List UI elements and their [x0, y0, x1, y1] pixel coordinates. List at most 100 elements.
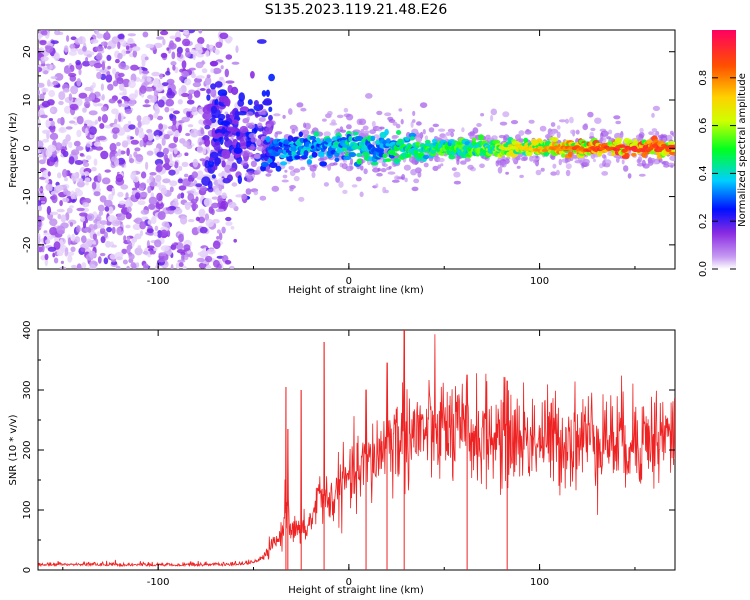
- onset-blob: [226, 126, 236, 132]
- signal-halo: [387, 171, 396, 175]
- noise-blob: [98, 224, 105, 229]
- noise-blob: [134, 247, 143, 256]
- signal-halo: [311, 171, 316, 178]
- signal-halo: [515, 155, 521, 161]
- noise-blob: [199, 226, 208, 234]
- noise-blob: [90, 51, 95, 56]
- noise-blob: [77, 48, 84, 55]
- snr-y-tick-label: 0: [22, 567, 33, 573]
- noise-blob: [39, 93, 45, 101]
- noise-blob: [85, 182, 89, 186]
- noise-blob: [103, 231, 108, 238]
- noise-blob: [126, 147, 130, 157]
- onset-blob: [226, 174, 233, 182]
- signal-halo: [535, 155, 539, 159]
- noise-blob: [79, 212, 88, 217]
- noise-blob: [38, 218, 42, 228]
- noise-blob: [139, 221, 147, 230]
- noise-blob: [93, 191, 101, 197]
- noise-blob: [132, 49, 137, 58]
- noise-blob: [213, 259, 220, 268]
- signal-halo: [570, 129, 576, 135]
- noise-blob: [38, 200, 42, 207]
- noise-blob: [108, 193, 114, 201]
- noise-blob: [206, 248, 216, 255]
- noise-blob: [96, 52, 103, 61]
- noise-blob: [139, 78, 145, 83]
- snr-frame: [37, 329, 676, 571]
- signal-core: [640, 148, 647, 153]
- noise-blob: [38, 246, 43, 252]
- noise-blob: [118, 113, 122, 122]
- colorbar: 0.0 0.2 0.4 0.6 0.8 Normalized spectral ampl…: [698, 30, 748, 277]
- noise-blob: [151, 216, 157, 224]
- onset-blob: [261, 90, 267, 97]
- signal-blob: [313, 131, 320, 137]
- noise-blob: [199, 185, 207, 192]
- noise-blob: [93, 158, 98, 166]
- noise-blob: [85, 103, 90, 109]
- onset-blob: [204, 125, 211, 130]
- noise-blob: [123, 235, 127, 242]
- noise-blob: [224, 164, 232, 173]
- noise-blob: [215, 208, 225, 213]
- noise-blob: [127, 33, 136, 37]
- signal-blob: [362, 151, 370, 157]
- noise-blob: [104, 206, 110, 212]
- noise-blob: [192, 52, 196, 61]
- noise-blob: [47, 144, 56, 153]
- noise-blob: [56, 225, 65, 235]
- noise-blob: [82, 107, 87, 113]
- noise-blob: [216, 229, 221, 234]
- noise-blob: [128, 80, 136, 89]
- signal-core: [665, 148, 672, 152]
- noise-blob: [81, 262, 87, 269]
- noise-blob: [180, 252, 186, 256]
- noise-blob: [156, 151, 165, 158]
- signal-blob: [265, 136, 271, 143]
- page-title: S135.2023.119.21.48.E26: [265, 2, 448, 18]
- signal-halo: [604, 159, 612, 166]
- signal-halo: [250, 160, 257, 168]
- noise-blob: [99, 252, 106, 257]
- noise-blob: [178, 124, 182, 133]
- signal-halo: [339, 126, 344, 132]
- noise-blob: [175, 37, 181, 42]
- signal-blob: [610, 152, 616, 157]
- signal-halo: [382, 163, 388, 168]
- noise-blob: [55, 184, 64, 192]
- noise-blob: [224, 68, 229, 78]
- noise-blob: [40, 56, 49, 62]
- noise-blob: [57, 172, 62, 179]
- noise-blob: [146, 228, 154, 234]
- noise-blob: [111, 226, 116, 234]
- snr-x-tick-label: 0: [346, 577, 352, 588]
- snr-y-tick-label: 100: [22, 500, 33, 519]
- signal-halo: [404, 177, 408, 183]
- signal-halo: [518, 130, 525, 136]
- noise-blob: [134, 127, 139, 136]
- signal-halo: [253, 190, 259, 196]
- noise-blob: [43, 70, 49, 75]
- noise-blob: [225, 54, 233, 60]
- noise-blob: [144, 99, 150, 104]
- noise-blob: [130, 262, 136, 269]
- noise-blob: [198, 141, 203, 146]
- signal-blob: [275, 165, 282, 172]
- signal-halo: [400, 118, 404, 125]
- noise-blob: [153, 112, 159, 119]
- noise-blob: [74, 236, 81, 243]
- noise-blob: [141, 59, 146, 67]
- signal-halo: [550, 122, 556, 127]
- noise-blob: [47, 122, 52, 127]
- noise-blob: [204, 213, 210, 221]
- noise-blob: [101, 114, 108, 123]
- signal-halo: [371, 120, 376, 128]
- colorbar-tick-label: 0.0: [698, 261, 709, 277]
- noise-blob: [47, 99, 55, 106]
- noise-blob: [218, 172, 224, 177]
- signal-halo: [599, 137, 604, 142]
- noise-blob: [43, 232, 51, 236]
- noise-blob: [62, 168, 68, 178]
